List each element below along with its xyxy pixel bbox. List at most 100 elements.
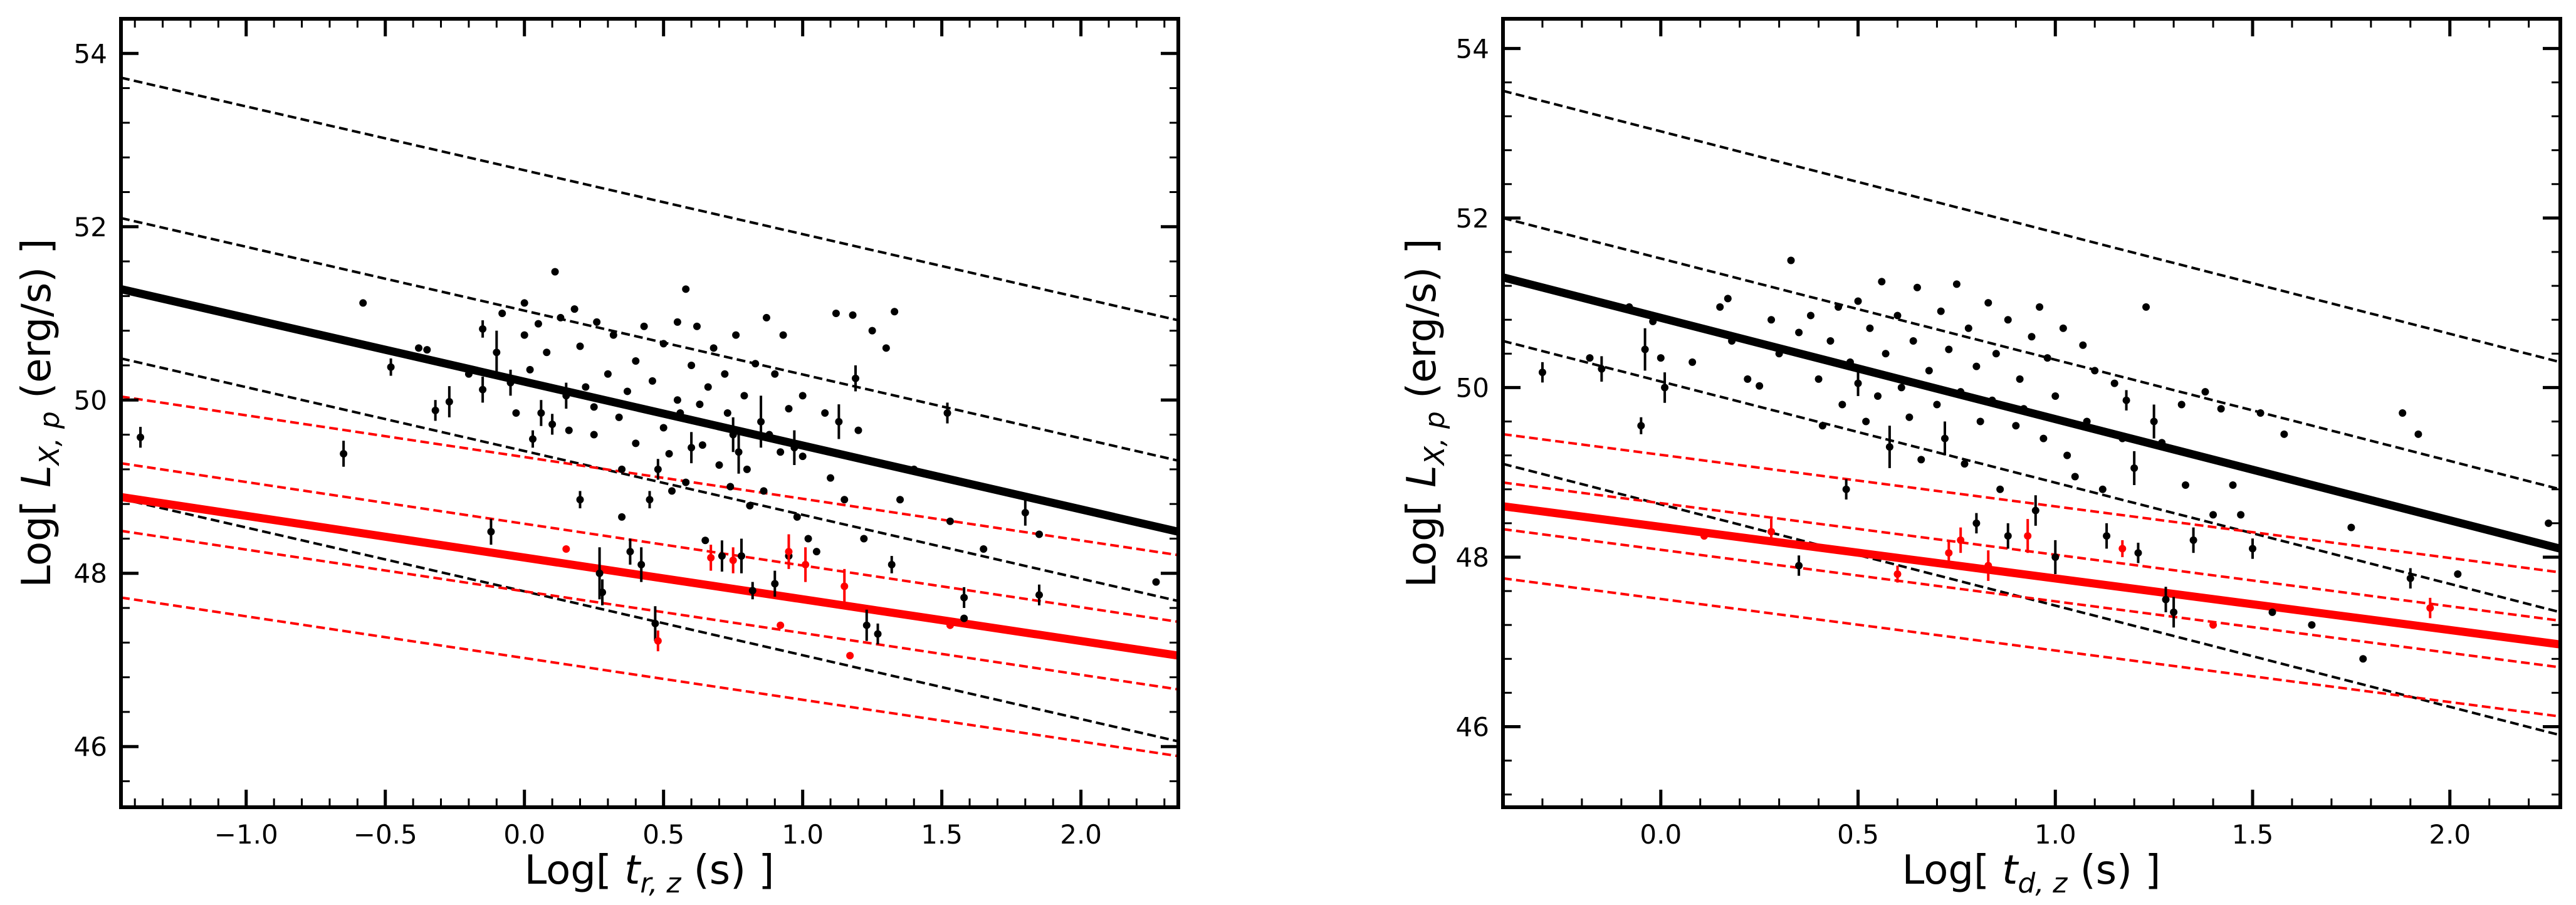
marker [960,594,968,602]
left-black-data-point [943,402,951,424]
marker [599,589,607,597]
left-black-data-point [576,491,584,509]
marker [887,560,896,568]
marker [2256,409,2264,417]
marker [1767,528,1776,536]
marker [668,487,676,495]
marker [732,331,740,339]
left-black-data-point [860,535,868,543]
left-black-data-point [599,579,607,605]
marker [604,370,612,378]
marker [2039,434,2048,442]
left-y-tick-label: 46 [74,731,107,762]
left-black-data-point [721,370,729,378]
left-black-data-point [632,357,640,365]
marker [506,379,515,387]
right-black-data-point [2308,621,2316,629]
marker [562,392,570,400]
left-black-data-point [673,396,681,404]
left-black-data-point [590,403,598,411]
marker [651,619,659,627]
marker [618,513,626,521]
marker [729,557,737,565]
left-black-data-point [765,431,773,439]
marker [862,621,871,629]
left-x-tick-label: 0.5 [642,819,684,850]
marker [1925,367,1933,375]
right-black-data-point [2122,390,2130,411]
left-red-data-point [562,545,570,553]
right-black-data-point [2189,527,2197,553]
marker [2162,595,2170,604]
marker [2134,549,2142,557]
marker [512,409,520,417]
left-black-data-point [665,449,673,458]
marker [526,365,534,374]
marker [835,417,843,426]
marker [340,449,348,458]
right-black-data-point [2229,481,2237,489]
marker [551,268,559,276]
left-black-data-point [673,318,681,326]
marker [2209,511,2217,519]
marker [804,535,812,543]
marker [615,413,623,421]
marker [1988,396,1996,404]
right-red-data-point [2118,540,2127,557]
marker [2063,451,2071,459]
right-red-upper-2-line [1503,432,2560,574]
left-x-tick-label: −1.0 [214,819,278,850]
left-red-data-point [707,545,715,571]
left-black-data-point [1035,530,1044,538]
left-black-lower-1-line [121,357,1178,602]
marker [785,405,793,413]
left-black-data-point [723,409,731,417]
left-black-data-point [738,538,746,573]
right-black-data-point [1806,311,1814,320]
left-black-data-point [715,461,723,469]
right-black-data-point [1641,328,1649,371]
marker [1826,337,1835,345]
marker [821,409,829,417]
marker [1976,417,1984,426]
left-black-data-point [746,501,754,510]
right-black-data-point [1862,417,1870,426]
left-black-upper-2-line [121,76,1178,322]
left-black-data-point [534,320,542,328]
right-red-data-point [2209,621,2217,629]
left-black-data-point [512,409,520,417]
marker [387,363,395,371]
left-black-data-point [479,320,487,338]
left-black-data-point [387,358,395,376]
marker [2414,430,2422,438]
right-y-tick-label: 52 [1456,203,1489,234]
right-black-data-point [2004,523,2012,549]
marker [2019,405,2028,413]
marker [520,331,528,339]
left-black-data-point [704,383,712,391]
left-ticks: −1.0 −0.5 0.0 0.5 1.0 1.5 2.0 46 48 50 52 54 [74,18,1178,850]
marker [1625,303,1633,311]
marker [2122,396,2130,404]
marker [771,370,779,378]
marker [464,370,473,378]
left-black-data-point [812,548,820,556]
marker [709,344,718,352]
marker [2280,430,2288,438]
left-black-data-point [506,369,515,396]
left-black-data-point [590,431,598,439]
marker [1964,324,1972,332]
right-black-data-point [1724,295,1732,303]
marker [1756,382,1764,390]
left-black-data-point [862,609,871,641]
marker [765,431,773,439]
marker [2170,608,2178,616]
marker [487,528,495,536]
marker [2181,481,2189,489]
marker [943,409,951,417]
marker [1961,460,1969,468]
right-black-upper-1-line [1503,216,2560,491]
right-black-data-point [1878,278,1886,286]
right-black-data-point [2162,587,2170,612]
marker [760,487,768,495]
